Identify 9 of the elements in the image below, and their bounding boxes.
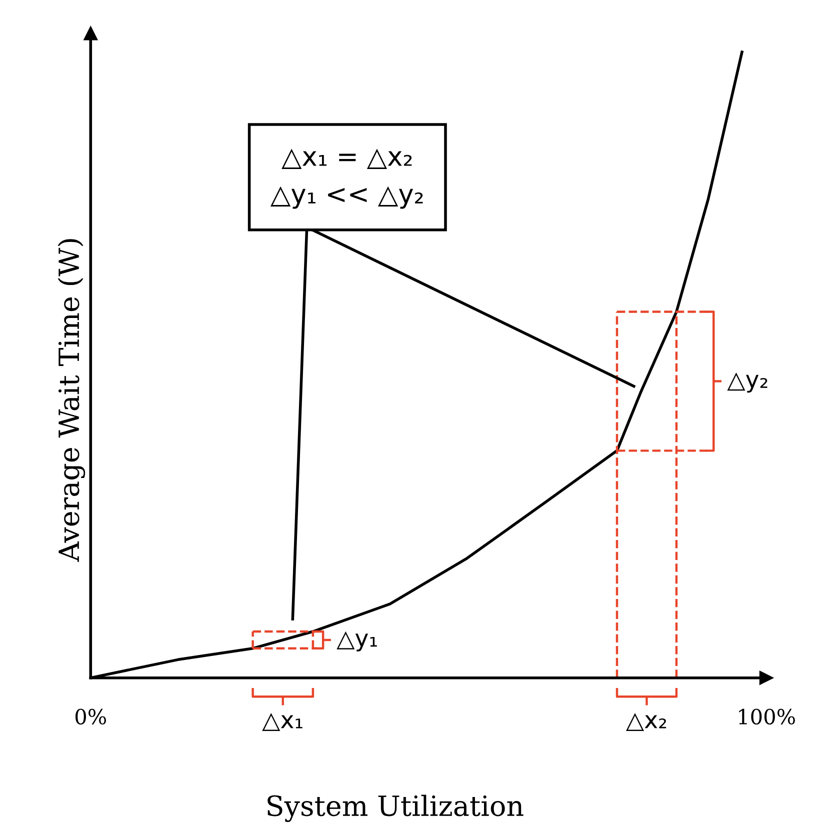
x-tick-label: 100%: [739, 708, 795, 725]
x-axis-title: System Utilization: [268, 794, 524, 822]
x-tick-label: 0%: [75, 708, 106, 725]
annotation: △y₂: [727, 372, 768, 393]
text: △x₂: [626, 712, 666, 732]
annotation: △x₁ = △x₂ △y₁ << △y₂: [270, 148, 423, 209]
y-axis-title: Average Wait Time (W): [58, 239, 86, 562]
annotation: △y₁: [336, 631, 377, 652]
text: △x₁: [262, 712, 302, 732]
